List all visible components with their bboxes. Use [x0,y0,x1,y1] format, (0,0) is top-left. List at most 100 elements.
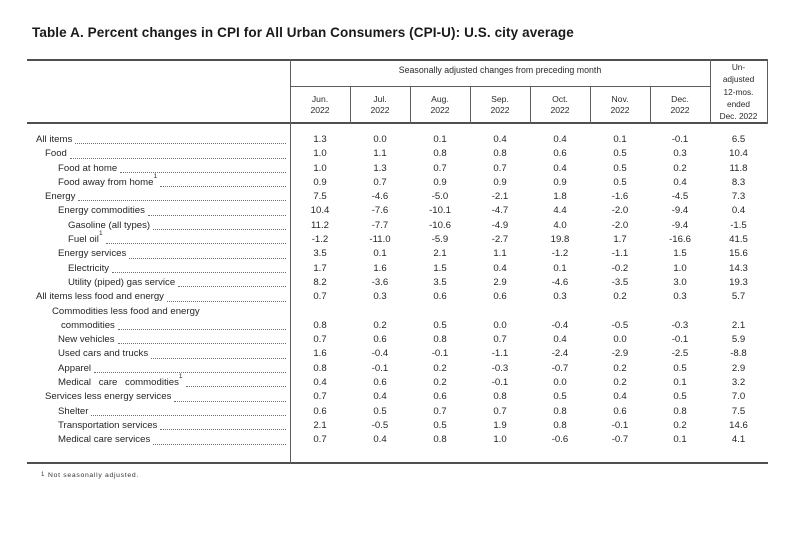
table-row: Medical care commodities1 0.4 0.6 0.2 -0.1 0.… [27,373,768,390]
data-cell: 3.5 [313,248,327,260]
table-row: Food at home 1.0 1.3 0.7 0.7 0.4 0.5 0.2 11.8 [27,162,768,176]
unadjusted-value-cell: 5.9 [731,334,746,346]
row-label-cell: Energy [27,190,290,204]
data-cell: 3.5 [433,276,447,288]
data-cell: 0.8 [673,405,687,417]
data-cell: 1.1 [373,148,387,160]
table-row: Used cars and trucks 1.6 -0.4 -0.1 -1.1 -2.4 -… [27,347,768,361]
data-cell: -0.1 [671,134,689,145]
data-cell: -2.0 [611,219,629,231]
data-cell: 1.5 [433,262,447,274]
data-cell: 0.4 [493,262,507,274]
row-label: Food at home [58,162,118,174]
data-cell: -0.3 [491,362,509,374]
data-cell: 0.8 [433,148,447,160]
data-cell: 0.4 [553,134,567,145]
row-label: All items [36,134,73,145]
data-cell: -4.6 [371,191,389,203]
row-label: Used cars and trucks [58,348,149,360]
month-label: Sep. [491,94,509,104]
row-label: Utility (piped) gas service [68,276,176,288]
data-cell: 0.0 [613,334,627,346]
month-divider-line [470,86,471,124]
row-label-cell: Services less energy services [27,390,290,404]
unadjusted-value-cell: 0.4 [731,205,746,217]
table-row: Utility (piped) gas service 8.2 -3.6 3.5 2.9… [27,276,768,290]
data-cell: 0.2 [673,162,687,174]
data-cell: -0.5 [371,419,389,431]
row-label: Medical care services [58,434,151,446]
table-row: Gasoline (all types) 11.2 -7.7 -10.6 -4.9 4.0… [27,219,768,233]
data-cell: 1.5 [673,248,687,260]
data-cell: 0.7 [313,391,327,403]
data-cell: 0.5 [613,176,627,188]
data-cell: 1.6 [313,348,327,360]
unadjusted-value-cell: 14.3 [729,262,748,274]
data-cell: 0.7 [433,162,447,174]
month-header-cell: Sep. 2022 [470,86,530,124]
row-label-cell: Apparel [27,362,290,376]
row-label: Fuel oil1 [68,229,103,246]
month-label: Aug. [431,94,449,104]
data-cell: -0.1 [431,348,449,360]
table-row: Commodities less food and energy commodit… [27,305,768,334]
data-cell: 1.0 [313,148,327,160]
data-cell: 0.2 [613,377,627,389]
data-cell: 0.8 [553,419,567,431]
data-cell: -1.2 [551,248,569,260]
footnote: 1 Not seasonally adjusted. [41,472,139,479]
row-label-line2: commodities [27,319,290,333]
month-year: 2022 [670,104,690,115]
table-row: Energy 7.5 -4.6 -5.0 -2.1 1.8 -1.6 -4.5 7.3 [27,190,768,204]
data-cell: 0.9 [433,176,447,188]
data-cell: -0.4 [551,319,569,331]
row-label: Electricity [68,262,110,274]
data-cell: 0.8 [313,362,327,374]
table-row: Electricity 1.7 1.6 1.5 0.4 0.1 -0.2 1.0 14.3 [27,262,768,276]
dot-leader [147,214,286,216]
data-cell: 0.4 [673,176,687,188]
data-cell: 1.0 [493,434,507,446]
month-year: 2022 [550,104,570,115]
data-cell: 0.3 [553,291,567,303]
data-cell: 1.8 [553,191,567,203]
unadjusted-value-cell: 11.8 [729,162,748,174]
row-label-cell: Shelter [27,405,290,419]
data-cell: 0.8 [433,434,447,446]
table-row: Food away from home1 0.9 0.7 0.9 0.9 0.9 0.5 0.… [27,172,768,190]
spanner-underline [290,86,710,87]
data-cell: 4.0 [553,219,567,231]
unadjusted-value-cell: 5.7 [731,291,746,303]
row-label-cell: Gasoline (all types) [27,219,290,233]
table-row: Fuel oil1 -1.2 -11.0 -5.9 -2.7 19.8 1.7 -16.6 41… [27,229,768,247]
row-label-line1: Commodities less food and energy [52,305,200,317]
row-label-cell: Food [27,147,290,161]
unadjusted-value-cell: 8.3 [731,176,746,188]
data-cell: 0.1 [673,434,687,446]
row-label-cell: Food at home [27,162,290,176]
data-cell: 0.4 [493,134,507,145]
data-cell: 0.0 [553,377,567,389]
data-cell: 0.0 [373,134,387,145]
data-cell: 0.1 [373,248,387,260]
data-cell: 0.6 [433,391,447,403]
table-title: Table A. Percent changes in CPI for All … [32,25,574,40]
unadjusted-value-cell: 15.6 [729,248,748,260]
dot-leader [151,357,286,359]
month-label: Oct. [552,94,568,104]
data-cell: 1.9 [493,419,507,431]
table-row: Energy services 3.5 0.1 2.1 1.1 -1.2 -1.1 1.5 15… [27,247,768,261]
dot-leader [129,257,286,259]
unadjusted-header-line: ended [726,98,751,109]
data-cell: 0.7 [493,334,507,346]
unadjusted-value-cell: 10.4 [729,148,748,160]
data-cell: 0.5 [673,362,687,374]
unadjusted-divider-line [710,59,711,124]
data-cell: 0.1 [433,134,447,145]
dot-leader [178,286,286,288]
row-label: Energy services [58,248,127,260]
data-cell: -2.7 [491,234,509,246]
footnote-reference: 1 [153,172,158,180]
unadjusted-value-cell: 7.0 [731,391,746,403]
unadjusted-value-cell: 19.3 [729,276,748,288]
